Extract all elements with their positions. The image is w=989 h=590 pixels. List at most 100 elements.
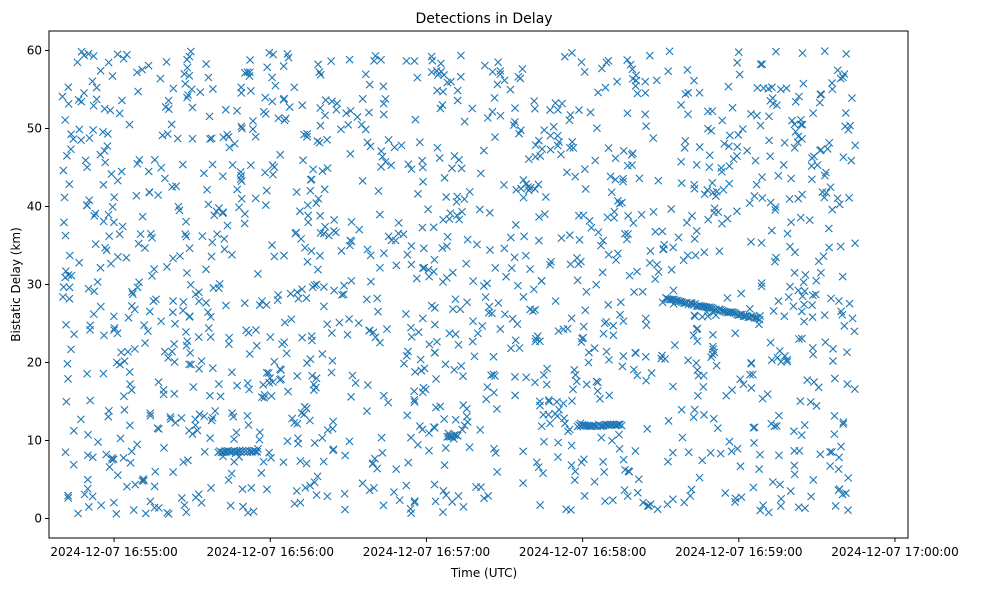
data-point [366, 142, 375, 151]
data-point [812, 401, 821, 410]
data-point [693, 337, 702, 346]
data-point [307, 247, 316, 256]
data-point [539, 469, 548, 478]
data-point [480, 494, 489, 503]
data-point [163, 129, 172, 138]
data-point [92, 95, 101, 104]
data-point [692, 325, 701, 334]
data-point [801, 270, 810, 279]
data-point [191, 493, 200, 502]
data-point [226, 501, 235, 510]
data-point [279, 458, 288, 467]
data-point [173, 134, 182, 143]
data-point [687, 300, 696, 309]
data-point [510, 253, 519, 262]
data-point [421, 385, 430, 394]
data-point [200, 447, 209, 456]
data-point [182, 268, 191, 277]
data-point [166, 412, 175, 421]
data-point [724, 82, 733, 91]
data-point [843, 348, 851, 357]
data-point [237, 83, 246, 92]
data-point [794, 132, 803, 141]
data-point [133, 283, 142, 292]
data-point [790, 461, 799, 470]
data-point [80, 490, 89, 499]
data-point [844, 125, 853, 134]
data-point [229, 412, 238, 421]
data-point [243, 411, 252, 420]
data-point [786, 282, 794, 291]
data-point [328, 97, 337, 106]
data-point [264, 369, 273, 377]
data-point [377, 433, 386, 442]
data-point [479, 146, 488, 155]
data-point [119, 453, 128, 462]
data-point [712, 187, 721, 196]
data-point [553, 453, 562, 462]
data-point [313, 265, 322, 274]
data-point [160, 347, 169, 356]
data-point [99, 369, 108, 378]
data-point [472, 240, 481, 249]
data-point [83, 369, 92, 378]
data-point [236, 167, 245, 176]
data-point [794, 503, 803, 512]
data-point [211, 407, 220, 415]
data-point [491, 133, 499, 142]
data-point [814, 383, 823, 392]
data-point [764, 508, 773, 517]
data-point [569, 143, 578, 152]
data-point [128, 287, 137, 296]
data-point [551, 297, 560, 306]
data-point [791, 97, 800, 106]
data-point [774, 171, 783, 180]
data-point [608, 436, 617, 445]
data-point [402, 56, 411, 65]
data-point [400, 359, 409, 368]
data-point [850, 327, 859, 336]
data-point [433, 86, 442, 95]
data-point [507, 264, 516, 273]
data-point [410, 395, 419, 404]
data-point [809, 475, 818, 484]
data-point [579, 322, 588, 331]
data-point [119, 392, 128, 401]
data-point [224, 132, 233, 141]
data-point [757, 282, 766, 291]
data-point [828, 357, 837, 366]
data-point [448, 305, 457, 314]
data-point [526, 305, 535, 314]
data-point [62, 320, 71, 329]
data-point [731, 329, 740, 338]
data-point [635, 174, 644, 183]
data-point [180, 69, 189, 78]
data-point [293, 372, 302, 381]
data-point [104, 406, 113, 415]
data-point [387, 161, 396, 170]
data-point [485, 208, 494, 217]
data-point [774, 451, 783, 460]
data-point [534, 180, 543, 189]
data-point [94, 438, 103, 447]
data-point [789, 302, 798, 311]
data-point [834, 465, 843, 474]
data-point [677, 405, 686, 414]
data-point [304, 218, 313, 227]
data-point [652, 76, 661, 85]
data-point [306, 186, 315, 195]
data-point [584, 348, 593, 357]
data-point [586, 108, 595, 117]
data-point [410, 497, 419, 506]
x-tick-label: 2024-12-07 16:59:00 [675, 545, 802, 559]
data-point [556, 150, 565, 159]
data-point [252, 341, 261, 350]
data-point [59, 218, 68, 227]
data-point [403, 250, 412, 259]
data-point [557, 234, 566, 243]
data-point [599, 236, 607, 245]
data-point [578, 420, 587, 429]
data-point [204, 73, 213, 82]
data-point [271, 81, 280, 90]
data-point [86, 396, 95, 405]
